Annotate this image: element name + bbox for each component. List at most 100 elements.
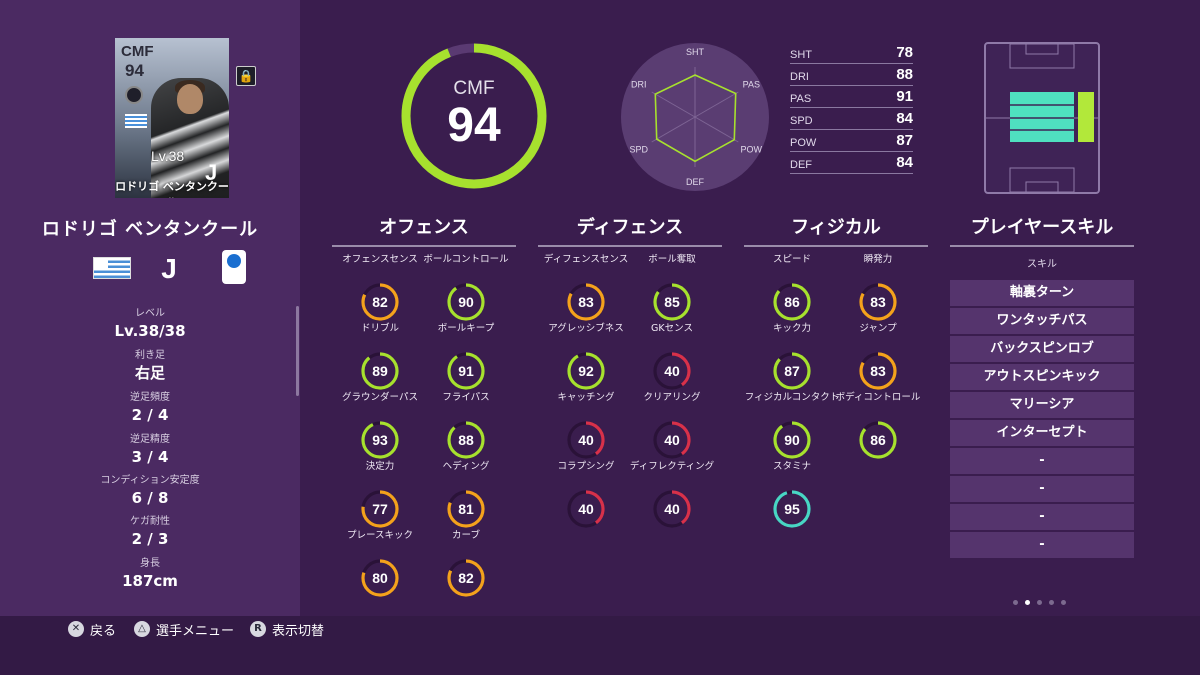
- skill-item[interactable]: マリーシア: [950, 392, 1134, 418]
- stat-value: 40: [578, 432, 594, 448]
- defense-stat: ボール奪取 85: [622, 254, 722, 322]
- stat-ring: 83: [567, 283, 605, 321]
- skill-item[interactable]: バックスピンロブ: [950, 336, 1134, 362]
- stat-ring: 40: [653, 421, 691, 459]
- control-label: 選手メニュー: [156, 623, 235, 639]
- stat-ring: 92: [567, 352, 605, 390]
- info-scrollbar[interactable]: [296, 306, 299, 396]
- page-dot[interactable]: [1061, 600, 1066, 605]
- stat-ring: 40: [653, 352, 691, 390]
- stat-name: SPD: [790, 115, 813, 127]
- card-level: Lv.38: [151, 148, 185, 164]
- stat-ring: 87: [773, 352, 811, 390]
- stat-label: ヘディング: [442, 461, 490, 472]
- offense-stat: ボールキープ 91: [416, 323, 516, 391]
- stat-label: プレースキック: [346, 530, 414, 541]
- physical-stat: キック力 87: [742, 323, 842, 391]
- stat-value: 91: [896, 88, 913, 105]
- page-dot[interactable]: [1025, 600, 1030, 605]
- defense-stat: コラプシング 40: [536, 461, 636, 529]
- stat-ring: 90: [773, 421, 811, 459]
- radar-label: DRI: [631, 80, 647, 90]
- stat-ring-arc: [859, 421, 897, 459]
- physical-stat: スピード 86: [742, 254, 842, 322]
- stat-label: グラウンダーパス: [342, 392, 418, 403]
- defense-stat: キャッチング 40: [536, 392, 636, 460]
- stat-value: 84: [896, 154, 913, 171]
- skill-item[interactable]: アウトスピンキック: [950, 364, 1134, 390]
- physical-stat: 瞬発力 83: [828, 254, 928, 322]
- stat-label: キャッチング: [557, 392, 615, 403]
- summary-stat-table: SHT 78 DRI 88 PAS 91 SPD 84 POW 87 DEF 84: [790, 42, 913, 174]
- page-indicator: [1013, 600, 1066, 605]
- stat-value: 91: [458, 363, 474, 379]
- stat-ring: 77: [361, 490, 399, 528]
- stat-value: 78: [896, 44, 913, 61]
- page-dot[interactable]: [1037, 600, 1042, 605]
- physical-stat: ボディコントロール 86: [828, 392, 928, 460]
- stat-value: 90: [784, 432, 800, 448]
- offense-stat: ボールコントロール 90: [416, 254, 516, 322]
- triangle-button-icon: △: [134, 621, 150, 637]
- stat-value: 88: [458, 432, 474, 448]
- stat-ring-arc: [859, 283, 897, 321]
- stat-name: POW: [790, 137, 817, 149]
- radar-label: PAS: [743, 80, 760, 90]
- stat-ring: 95: [773, 490, 811, 528]
- control-hint[interactable]: R 表示切替: [250, 619, 324, 639]
- stat-label: ディフレクティング: [629, 461, 715, 472]
- radar-chart: SHT PAS POW DEF SPD DRI: [621, 43, 769, 191]
- skill-item[interactable]: インターセプト: [950, 420, 1134, 446]
- skill-item[interactable]: -: [950, 504, 1134, 530]
- radar-axis: [694, 91, 739, 118]
- stat-row: POW 87: [790, 130, 913, 152]
- info-value: 3 / 4: [131, 448, 169, 466]
- info-value: 6 / 8: [131, 489, 169, 507]
- defense-stat: ディフェンスセンス 83: [536, 254, 636, 322]
- physical-stat: ジャンプ 83: [828, 323, 928, 391]
- lock-icon[interactable]: 🔒: [236, 66, 256, 86]
- stat-ring-arc: [567, 283, 605, 321]
- player-name: ロドリゴ ベンタンクール: [41, 219, 259, 240]
- defense-stat: アグレッシブネス 92: [536, 323, 636, 391]
- offense-stat: プレースキック 80: [330, 530, 430, 598]
- stat-ring: 86: [859, 421, 897, 459]
- stat-label: スピード: [772, 254, 811, 265]
- stat-ring: 83: [859, 283, 897, 321]
- stat-ring: 81: [447, 490, 485, 528]
- skill-item[interactable]: -: [950, 532, 1134, 558]
- offense-header: オフェンス: [332, 213, 516, 247]
- info-item: 身長 187cm: [0, 557, 300, 593]
- player-card[interactable]: CMF 94 Lv.38 J ロドリゴ ベンタンクール: [115, 38, 229, 198]
- page-dot[interactable]: [1013, 600, 1018, 605]
- radar-axis: [651, 91, 696, 118]
- control-hint[interactable]: ✕ 戻る: [68, 619, 116, 639]
- stat-ring-arc: [447, 421, 485, 459]
- stat-ring: 93: [361, 421, 399, 459]
- stat-ring-arc: [447, 352, 485, 390]
- stat-label: GKセンス: [651, 323, 693, 334]
- stat-row: DRI 88: [790, 64, 913, 86]
- page-dot[interactable]: [1049, 600, 1054, 605]
- radar-polygon: [654, 74, 737, 163]
- stat-label: ボール奪取: [648, 254, 696, 265]
- skill-item[interactable]: -: [950, 448, 1134, 474]
- skill-item[interactable]: -: [950, 476, 1134, 502]
- stat-ring: 40: [567, 490, 605, 528]
- stat-label: カーブ: [452, 530, 480, 541]
- info-value: 2 / 4: [131, 406, 169, 424]
- position-pitch-map: [984, 42, 1100, 194]
- offense-stat: オフェンスセンス 82: [330, 254, 430, 322]
- stat-name: DEF: [790, 159, 812, 171]
- control-hint[interactable]: △ 選手メニュー: [134, 619, 234, 639]
- stat-label: 瞬発力: [863, 254, 893, 265]
- card-flag-icon: [125, 114, 147, 128]
- skill-item[interactable]: 軸裏ターン: [950, 280, 1134, 306]
- stat-value: 83: [870, 294, 886, 310]
- pitch-zone-primary: [1010, 92, 1074, 142]
- stat-ring-arc: [447, 559, 485, 597]
- defense-stat: GKセンス 40: [622, 323, 722, 391]
- stat-ring: 85: [653, 283, 691, 321]
- stat-label: ディフェンスセンス: [543, 254, 629, 265]
- skill-item[interactable]: ワンタッチパス: [950, 308, 1134, 334]
